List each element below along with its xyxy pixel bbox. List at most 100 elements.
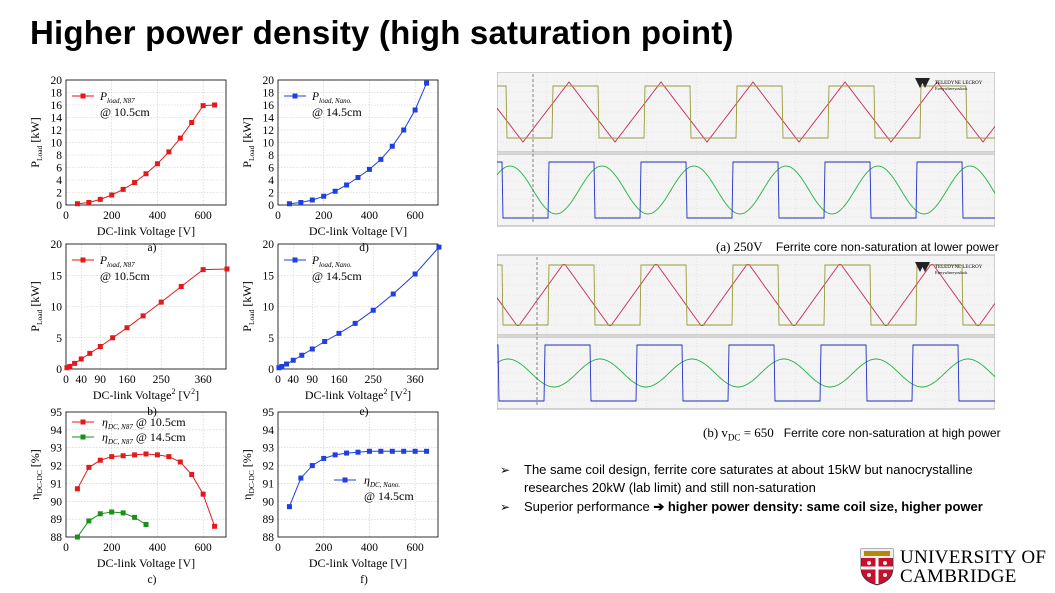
data-point [309, 346, 315, 352]
legend-marker [292, 257, 298, 263]
y-tick-label: 0 [56, 200, 62, 212]
y-tick-label: 14 [51, 113, 63, 125]
data-point [74, 486, 80, 492]
x-tick-label: 0 [275, 374, 281, 386]
data-point [120, 186, 126, 192]
data-point [87, 350, 93, 356]
y-tick-label: 14 [263, 113, 275, 125]
data-point [224, 266, 230, 272]
data-point [109, 192, 115, 198]
y-tick-label: 2 [56, 188, 62, 200]
y-tick-label: 15 [51, 270, 63, 282]
data-point [389, 448, 395, 454]
current-trace [497, 263, 995, 327]
brand-subtext: Everywhereyoulook [935, 86, 967, 91]
x-tick-label: 200 [103, 210, 121, 222]
y-tick-label: 2 [268, 188, 274, 200]
data-point [378, 448, 384, 454]
data-point [309, 197, 315, 203]
x-tick-label: 400 [361, 542, 379, 554]
y-tick-label: 5 [56, 333, 62, 345]
data-point [366, 448, 372, 454]
plot-frame [65, 411, 227, 538]
legend-marker [80, 434, 86, 440]
legend-label: ηDC, N87 @ 14.5cm [102, 430, 186, 446]
y-tick-label: 8 [56, 150, 62, 162]
legend-label: Pload, N87 [99, 255, 135, 269]
y-tick-label: 18 [51, 88, 63, 100]
x-tick-label: 600 [195, 542, 213, 554]
y-tick-label: 89 [51, 514, 63, 526]
x-tick-label: 600 [407, 542, 425, 554]
y-tick-label: 16 [51, 100, 63, 112]
brand-text: TELEDYNE LECROY [935, 265, 983, 270]
x-tick-label: 90 [95, 374, 107, 386]
data-point [336, 330, 342, 336]
data-point [276, 365, 282, 371]
legend-marker [80, 93, 86, 99]
data-point [212, 102, 218, 108]
x-tick-label: 0 [63, 210, 69, 222]
data-point [212, 523, 218, 529]
y-tick-label: 10 [263, 138, 275, 150]
data-point [177, 135, 183, 141]
data-point [189, 472, 195, 477]
y-tick-label: 0 [268, 364, 274, 376]
series-line [77, 104, 215, 205]
x-tick-label: 400 [149, 542, 167, 554]
data-point [86, 518, 92, 524]
legend-label: ηDC, Nano. [364, 473, 400, 489]
caption-b-math: (b) v [703, 425, 728, 440]
data-point [120, 453, 126, 459]
data-point [189, 120, 195, 125]
y-tick-label: 94 [263, 425, 275, 437]
data-point [321, 193, 327, 199]
y-tick-label: 20 [51, 75, 63, 87]
data-point [298, 200, 304, 205]
current-trace [497, 81, 995, 143]
data-point [120, 510, 126, 516]
x-tick-label: 250 [365, 374, 383, 386]
chart-caption: f) [360, 574, 368, 586]
legend-note: @ 14.5cm [312, 105, 362, 119]
x-tick-label: 400 [361, 210, 379, 222]
data-point [344, 450, 350, 456]
data-point [97, 344, 103, 349]
data-point [412, 107, 418, 113]
chart-caption: a) [148, 242, 157, 254]
caption-a-text: Ferrite core non-saturation at lower pow… [775, 240, 999, 254]
legend-label: Pload, Nano. [311, 255, 352, 269]
brand-text: TELEDYNE LECROY [935, 81, 983, 86]
voltage-trace [497, 85, 995, 139]
y-tick-label: 20 [263, 239, 275, 251]
y-axis-label: PLoad [kW] [28, 281, 44, 331]
data-point [412, 448, 418, 454]
data-point [97, 457, 103, 463]
data-point [401, 127, 407, 133]
data-point [321, 455, 327, 461]
y-tick-label: 4 [56, 175, 62, 187]
x-tick-label: 400 [149, 210, 167, 222]
y-axis-label: PLoad [kW] [240, 281, 256, 331]
data-point [124, 325, 130, 331]
data-point [200, 491, 206, 497]
voltage-trace-secondary [497, 161, 995, 219]
y-tick-label: 88 [51, 532, 63, 544]
y-tick-label: 93 [51, 443, 63, 455]
y-tick-label: 5 [268, 333, 274, 345]
x-tick-label: 600 [407, 210, 425, 222]
plot-frame [277, 243, 439, 370]
x-tick-label: 90 [307, 374, 319, 386]
y-tick-label: 6 [268, 163, 274, 175]
brand-subtext: Everywhereyoulook [935, 270, 967, 275]
caption-a-math: (a) 250V [716, 239, 763, 254]
data-point [436, 244, 442, 250]
data-point [279, 364, 285, 369]
y-tick-label: 4 [268, 175, 274, 187]
x-tick-label: 0 [275, 210, 281, 222]
data-point [424, 448, 430, 454]
y-tick-label: 8 [268, 150, 274, 162]
x-tick-label: 0 [63, 542, 69, 554]
data-point [355, 449, 361, 455]
